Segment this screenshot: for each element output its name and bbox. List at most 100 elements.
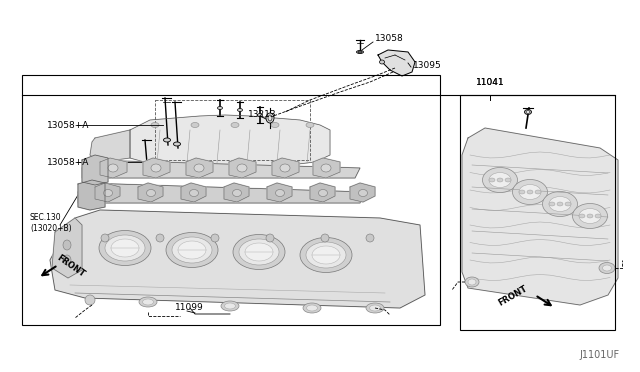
Polygon shape bbox=[82, 155, 108, 185]
Polygon shape bbox=[52, 218, 82, 278]
Ellipse shape bbox=[380, 60, 385, 64]
Circle shape bbox=[156, 234, 164, 242]
Ellipse shape bbox=[579, 208, 601, 224]
Circle shape bbox=[101, 234, 109, 242]
Ellipse shape bbox=[147, 189, 156, 196]
Ellipse shape bbox=[527, 190, 533, 194]
Ellipse shape bbox=[63, 240, 71, 250]
Bar bbox=[22, 75, 440, 325]
Ellipse shape bbox=[111, 239, 139, 257]
Ellipse shape bbox=[602, 265, 611, 271]
Ellipse shape bbox=[573, 203, 607, 228]
Ellipse shape bbox=[356, 51, 364, 54]
Circle shape bbox=[266, 234, 274, 242]
Ellipse shape bbox=[358, 51, 362, 53]
Ellipse shape bbox=[489, 178, 495, 182]
Text: J1101UF: J1101UF bbox=[580, 350, 620, 360]
Polygon shape bbox=[224, 183, 249, 202]
Ellipse shape bbox=[565, 202, 571, 206]
Ellipse shape bbox=[519, 190, 525, 194]
Ellipse shape bbox=[303, 303, 321, 313]
Text: 13058+A: 13058+A bbox=[47, 121, 90, 129]
Ellipse shape bbox=[143, 299, 154, 305]
Polygon shape bbox=[186, 158, 213, 178]
Ellipse shape bbox=[366, 303, 384, 313]
Text: 13095: 13095 bbox=[413, 61, 442, 70]
Polygon shape bbox=[95, 183, 120, 202]
Ellipse shape bbox=[99, 231, 151, 266]
Ellipse shape bbox=[108, 164, 118, 172]
Ellipse shape bbox=[231, 122, 239, 128]
Ellipse shape bbox=[468, 279, 476, 285]
Polygon shape bbox=[272, 158, 299, 178]
Ellipse shape bbox=[526, 110, 530, 113]
Polygon shape bbox=[310, 183, 335, 202]
Polygon shape bbox=[138, 183, 163, 202]
Ellipse shape bbox=[166, 232, 218, 267]
Polygon shape bbox=[82, 160, 360, 178]
Text: 11041: 11041 bbox=[476, 78, 504, 87]
Ellipse shape bbox=[139, 297, 157, 307]
Ellipse shape bbox=[218, 106, 223, 109]
Polygon shape bbox=[100, 158, 127, 178]
Ellipse shape bbox=[104, 189, 113, 196]
Ellipse shape bbox=[525, 109, 531, 115]
Ellipse shape bbox=[191, 122, 199, 128]
Ellipse shape bbox=[233, 234, 285, 269]
Polygon shape bbox=[313, 158, 340, 178]
Ellipse shape bbox=[237, 164, 247, 172]
Circle shape bbox=[211, 234, 219, 242]
Ellipse shape bbox=[163, 138, 170, 142]
Ellipse shape bbox=[245, 243, 273, 261]
Circle shape bbox=[85, 295, 95, 305]
Ellipse shape bbox=[306, 122, 314, 128]
Ellipse shape bbox=[587, 214, 593, 218]
Ellipse shape bbox=[319, 189, 328, 196]
Ellipse shape bbox=[549, 196, 571, 212]
Ellipse shape bbox=[321, 164, 331, 172]
Polygon shape bbox=[462, 128, 618, 305]
Circle shape bbox=[366, 234, 374, 242]
Ellipse shape bbox=[239, 239, 279, 265]
Ellipse shape bbox=[306, 242, 346, 268]
Polygon shape bbox=[267, 183, 292, 202]
Text: 13058+A: 13058+A bbox=[47, 157, 90, 167]
Text: FRONT: FRONT bbox=[497, 284, 529, 308]
Ellipse shape bbox=[178, 241, 206, 259]
Ellipse shape bbox=[557, 202, 563, 206]
Text: FRONT: FRONT bbox=[55, 253, 86, 279]
Ellipse shape bbox=[307, 305, 317, 311]
Ellipse shape bbox=[369, 305, 381, 311]
Ellipse shape bbox=[358, 189, 367, 196]
Polygon shape bbox=[78, 180, 105, 210]
Ellipse shape bbox=[595, 214, 601, 218]
Polygon shape bbox=[378, 50, 415, 76]
Text: 13058: 13058 bbox=[375, 33, 404, 42]
Ellipse shape bbox=[151, 164, 161, 172]
Ellipse shape bbox=[105, 235, 145, 261]
Ellipse shape bbox=[257, 113, 262, 116]
Ellipse shape bbox=[225, 303, 236, 309]
Ellipse shape bbox=[599, 263, 615, 273]
Ellipse shape bbox=[221, 301, 239, 311]
Text: SEC.130: SEC.130 bbox=[30, 213, 61, 222]
Polygon shape bbox=[181, 183, 206, 202]
Ellipse shape bbox=[483, 167, 518, 192]
Bar bbox=[460, 95, 615, 330]
Ellipse shape bbox=[312, 246, 340, 264]
Text: 11041: 11041 bbox=[476, 78, 504, 87]
Ellipse shape bbox=[268, 115, 272, 121]
Polygon shape bbox=[350, 183, 375, 202]
Ellipse shape bbox=[543, 192, 577, 217]
Circle shape bbox=[321, 234, 329, 242]
Ellipse shape bbox=[63, 255, 71, 265]
Ellipse shape bbox=[497, 178, 503, 182]
Text: 13213: 13213 bbox=[248, 109, 276, 119]
Ellipse shape bbox=[266, 113, 274, 123]
Ellipse shape bbox=[519, 185, 541, 199]
Text: 11099: 11099 bbox=[175, 304, 204, 312]
Ellipse shape bbox=[275, 189, 285, 196]
Ellipse shape bbox=[300, 237, 352, 273]
Ellipse shape bbox=[232, 189, 241, 196]
Ellipse shape bbox=[489, 173, 511, 187]
